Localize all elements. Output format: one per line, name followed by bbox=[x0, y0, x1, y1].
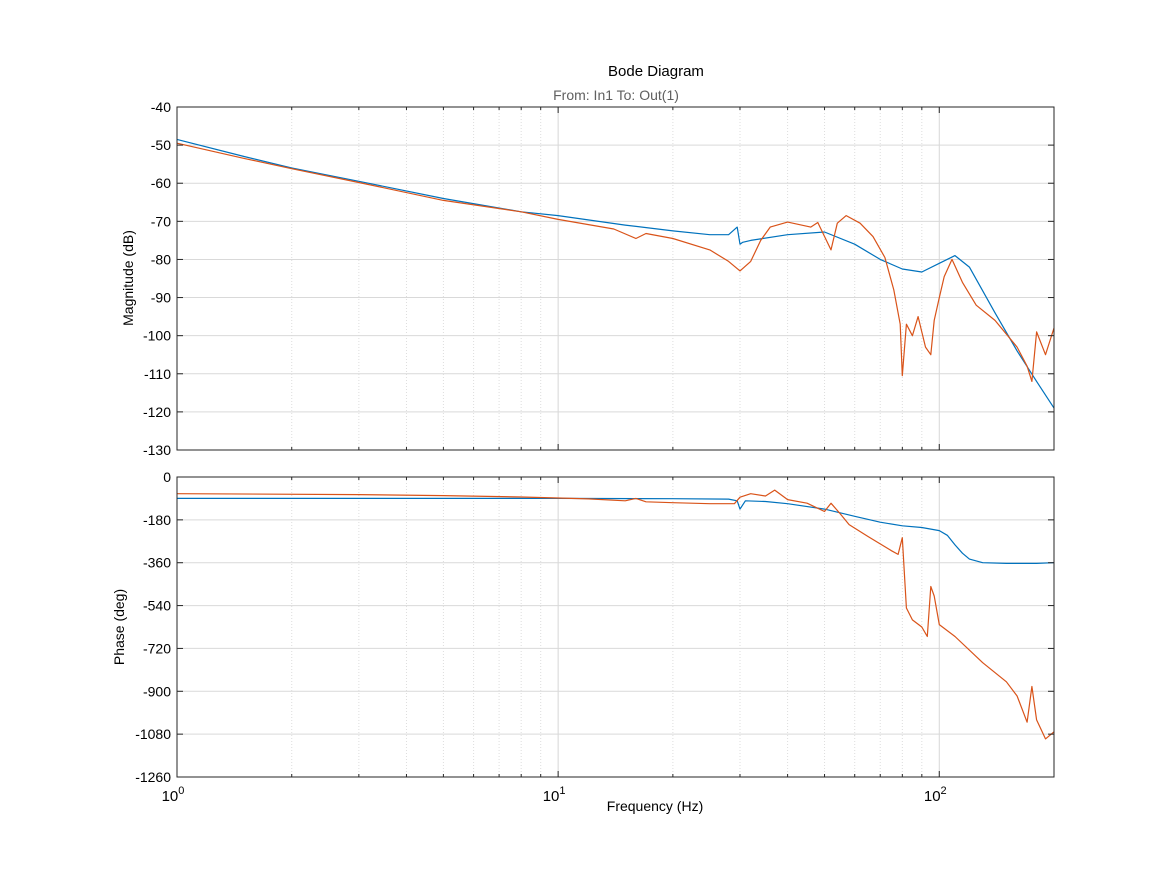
phase-y-tick-label: 0 bbox=[163, 469, 171, 485]
magnitude-y-tick-label: -120 bbox=[143, 404, 171, 420]
phase-series-line-model bbox=[177, 497, 1055, 564]
phase-y-tick-label: -720 bbox=[143, 640, 171, 656]
magnitude-y-tick-label: -60 bbox=[151, 175, 171, 191]
phase-y-tick-label: -360 bbox=[143, 555, 171, 571]
phase-y-tick-label: -1260 bbox=[135, 769, 171, 785]
phase-y-tick-label: -900 bbox=[143, 683, 171, 699]
phase-y-tick-label: -180 bbox=[143, 512, 171, 528]
magnitude-y-tick-label: -100 bbox=[143, 328, 171, 344]
magnitude-series-group bbox=[176, 138, 1055, 409]
magnitude-y-tick-label: -90 bbox=[151, 290, 171, 306]
frequency-tick-labels: 100 101 102 bbox=[162, 785, 947, 805]
frequency-tick-label: 100 bbox=[162, 785, 185, 805]
phase-axes-box bbox=[176, 476, 1055, 778]
phase-ticks: 0 -180 -360 -540 -720 -900 -1080 -1260 bbox=[135, 469, 1055, 785]
chart-title: Bode Diagram bbox=[608, 63, 704, 80]
magnitude-y-tick-label: -70 bbox=[151, 213, 171, 229]
chart-subtitle: From: In1 To: Out(1) bbox=[553, 87, 679, 103]
phase-y-tick-label: -1080 bbox=[135, 726, 171, 742]
magnitude-grid bbox=[177, 107, 1055, 450]
phase-y-tick-label: -540 bbox=[143, 598, 171, 614]
phase-plot-area bbox=[177, 477, 1054, 777]
phase-grid bbox=[177, 477, 1055, 777]
magnitude-axis-label: Magnitude (dB) bbox=[120, 230, 136, 326]
phase-panel: 0 -180 -360 -540 -720 -900 -1080 -1260 Phase (d… bbox=[111, 469, 1055, 814]
frequency-tick-label: 102 bbox=[924, 785, 947, 805]
magnitude-y-tick-label: -50 bbox=[151, 137, 171, 153]
phase-series-group bbox=[176, 489, 1055, 740]
magnitude-panel: -40 -50 -60 -70 -80 -90 -100 -110 -120 -130 Magni… bbox=[120, 99, 1055, 458]
magnitude-y-tick-label: -130 bbox=[143, 442, 171, 458]
magnitude-series-line-model bbox=[176, 138, 1055, 409]
magnitude-axes-box bbox=[176, 106, 1055, 451]
magnitude-y-tick-label: -40 bbox=[151, 99, 171, 115]
magnitude-plot-area bbox=[177, 107, 1054, 450]
magnitude-y-tick-label: -110 bbox=[144, 366, 171, 382]
frequency-tick-label: 101 bbox=[543, 785, 566, 805]
phase-axis-label: Phase (deg) bbox=[111, 589, 127, 665]
frequency-axis-label: Frequency (Hz) bbox=[607, 798, 703, 814]
magnitude-y-tick-label: -80 bbox=[151, 251, 171, 267]
magnitude-ticks: -40 -50 -60 -70 -80 -90 -100 -110 -120 -130 bbox=[143, 99, 1055, 458]
phase-series-line-measured bbox=[176, 489, 1055, 740]
magnitude-series-line-measured bbox=[176, 142, 1055, 382]
